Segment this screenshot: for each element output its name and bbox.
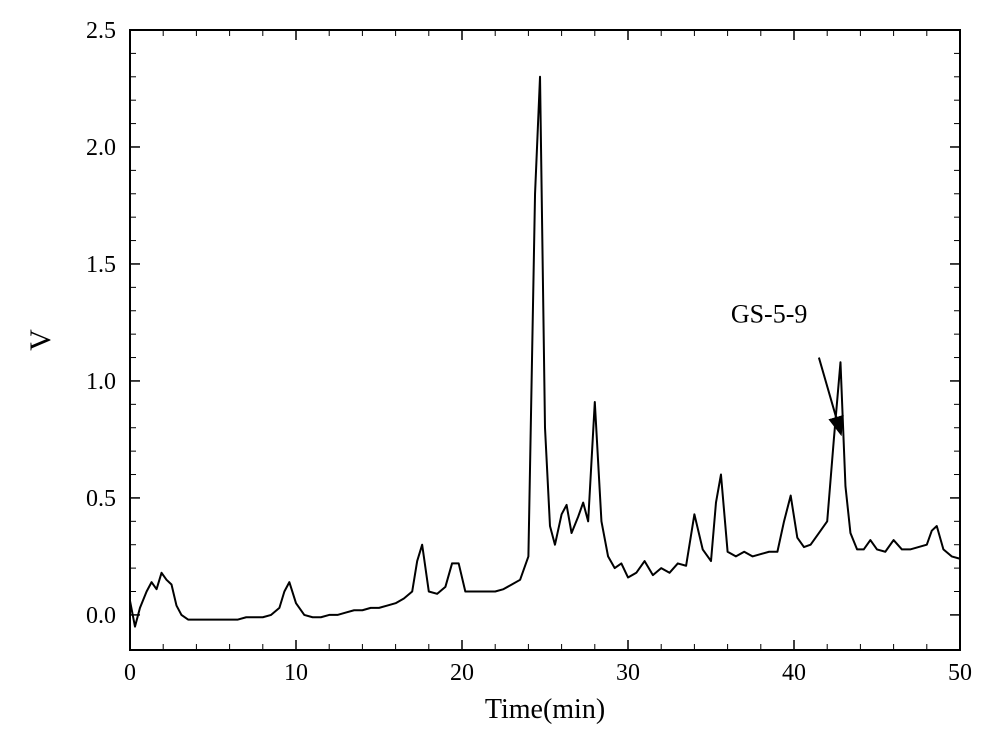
chromatogram-chart: 0 10 20 30 40 50 0.0 0.5 1.0 1.5 2.0 2.5 Time(min) V G… <box>0 0 1000 754</box>
peak-annotation-label: GS-5-9 <box>731 299 808 328</box>
chart-svg: 0 10 20 30 40 50 0.0 0.5 1.0 1.5 2.0 2.5 Time(min) V G… <box>0 0 1000 754</box>
y-axis-label: V <box>24 329 57 351</box>
x-tick-label: 10 <box>284 660 308 686</box>
y-tick-label: 1.5 <box>86 252 116 278</box>
x-tick-label: 40 <box>782 660 806 686</box>
x-tick-label: 0 <box>124 660 136 686</box>
y-tick-label: 0.5 <box>86 486 116 512</box>
y-tick-label: 2.0 <box>86 135 116 161</box>
x-axis-label: Time(min) <box>485 694 605 725</box>
x-tick-label: 30 <box>616 660 640 686</box>
x-tick-label: 50 <box>948 660 972 686</box>
y-tick-label: 2.5 <box>86 18 116 44</box>
x-tick-label: 20 <box>450 660 474 686</box>
y-tick-label: 1.0 <box>86 369 116 395</box>
y-tick-label: 0.0 <box>86 603 116 629</box>
